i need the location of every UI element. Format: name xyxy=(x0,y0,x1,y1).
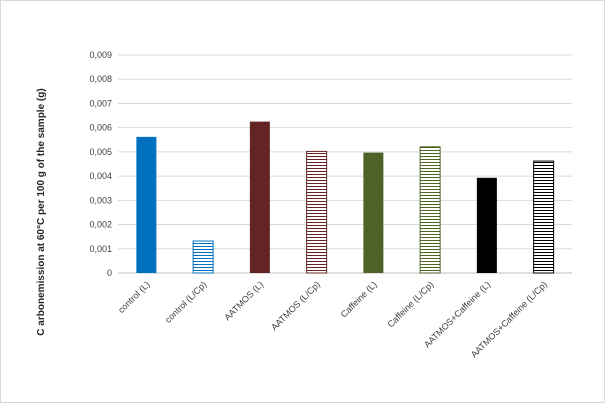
y-tick-label: 0 xyxy=(107,268,112,278)
bar xyxy=(249,121,270,273)
x-tick-labels: control (L) control (L/Cp) AATMOS (L) AATMO… xyxy=(116,279,549,359)
y-axis-label: C arbonemission at 60°C per 100 g of the… xyxy=(36,88,47,335)
y-tick-label: 0,002 xyxy=(89,220,112,230)
y-tick-label: 0,005 xyxy=(89,147,112,157)
bar xyxy=(533,160,555,274)
gridlines xyxy=(118,54,572,274)
y-tick-label: 0,008 xyxy=(89,74,112,84)
y-tick-labels: 0 0,001 0,002 0,003 0,004 0,005 0,006 0,007 0,00… xyxy=(89,50,112,278)
x-tick-label: AATMOS (L) xyxy=(222,279,265,322)
bar xyxy=(476,177,497,273)
x-tick-label: Caffeine (L/Cp) xyxy=(385,279,435,329)
y-tick-label: 0,004 xyxy=(89,171,112,181)
x-tick-label: AATMOS (L/Cp) xyxy=(269,279,322,332)
y-tick-label: 0,009 xyxy=(89,50,112,60)
bar xyxy=(306,150,328,274)
bar xyxy=(192,240,214,274)
x-tick-label: control (L) xyxy=(116,279,152,315)
bar xyxy=(419,146,441,274)
bars xyxy=(136,121,555,274)
bar xyxy=(136,136,157,273)
y-tick-label: 0,006 xyxy=(89,123,112,133)
bar xyxy=(363,152,384,273)
y-tick-label: 0,007 xyxy=(89,98,112,108)
x-tick-label: Caffeine (L) xyxy=(339,279,379,319)
x-tick-label: control (L/Cp) xyxy=(163,279,209,325)
y-tick-label: 0,003 xyxy=(89,195,112,205)
y-tick-label: 0,001 xyxy=(89,244,112,254)
